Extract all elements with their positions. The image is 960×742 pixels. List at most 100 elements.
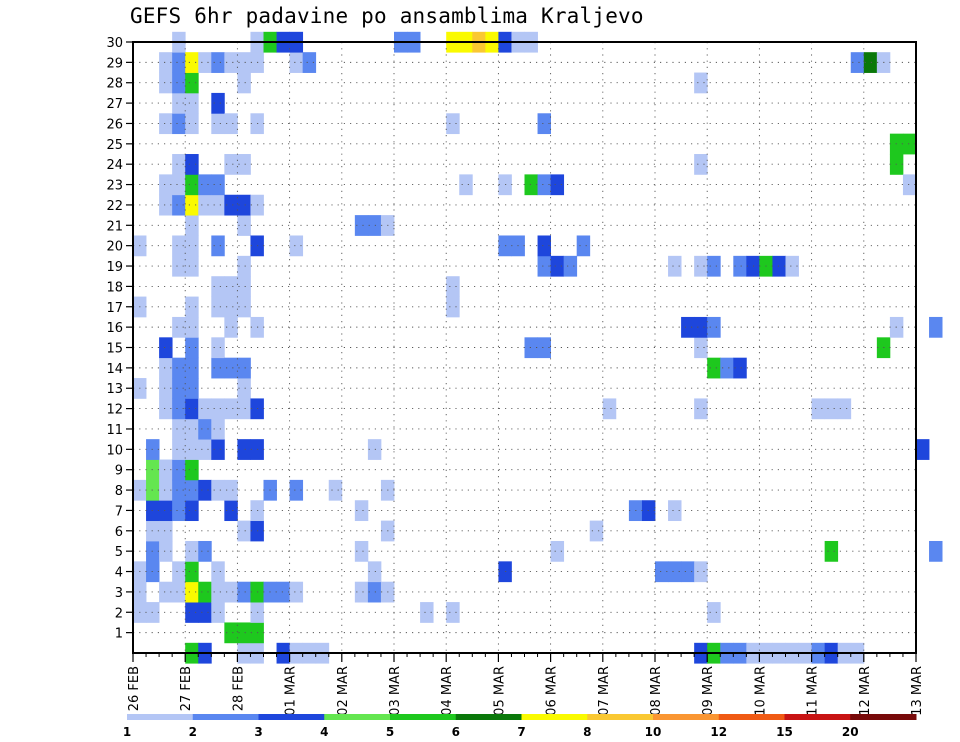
- heatmap-cell: [563, 255, 578, 277]
- y-tick-label: 8: [115, 484, 123, 499]
- x-tick-label: 12 MAR: [858, 666, 873, 716]
- heatmap-cell: [224, 296, 238, 318]
- heatmap-cell: [707, 316, 721, 338]
- heatmap-cell: [367, 215, 382, 236]
- heatmap-cell: [537, 113, 551, 135]
- heatmap-cell: [159, 500, 173, 522]
- heatmap-cell: [185, 418, 199, 440]
- heatmap-cell: [185, 540, 199, 562]
- heatmap-cell: [211, 561, 225, 583]
- heatmap-cell: [185, 113, 199, 135]
- heatmap-cell: [224, 316, 238, 338]
- x-tick-label: 07 MAR: [597, 666, 612, 716]
- y-tick-label: 24: [106, 158, 123, 173]
- heatmap-cell: [159, 459, 173, 481]
- heatmap-cell: [198, 439, 212, 460]
- y-tick-label: 18: [106, 280, 123, 295]
- heatmap-cell: [446, 602, 460, 623]
- heatmap-cell: [328, 479, 343, 501]
- legend-swatch: [653, 714, 720, 720]
- heatmap-cell: [733, 255, 747, 277]
- x-tick-label: 08 MAR: [649, 666, 664, 716]
- heatmap-cell: [537, 235, 551, 257]
- heatmap-cell: [185, 72, 199, 94]
- y-tick-label: 22: [106, 199, 123, 214]
- heatmap-cell: [172, 72, 186, 94]
- heatmap-cell: [446, 113, 460, 135]
- x-tick-label: 11 MAR: [806, 666, 821, 716]
- heatmap-cell: [576, 235, 591, 257]
- x-tick-label: 10 MAR: [753, 666, 768, 716]
- heatmap-cell: [172, 255, 186, 277]
- heatmap-cell: [211, 92, 225, 114]
- heatmap-cell: [537, 337, 551, 359]
- y-tick-label: 16: [106, 321, 123, 336]
- heatmap-cell: [289, 235, 304, 257]
- heatmap-cell: [237, 194, 251, 216]
- heatmap-cells: [133, 31, 943, 664]
- heatmap-cell: [237, 154, 251, 175]
- heatmap-cell: [655, 561, 669, 583]
- y-tick-label: 11: [106, 423, 123, 438]
- heatmap-cell: [289, 479, 304, 501]
- heatmap-cell: [524, 337, 538, 359]
- y-tick-label: 2: [115, 606, 123, 621]
- heatmap-cell: [694, 316, 708, 338]
- heatmap-cell: [237, 398, 251, 420]
- heatmap-cell: [185, 215, 199, 236]
- heatmap-cell: [185, 174, 199, 196]
- heatmap-cell: [354, 500, 369, 522]
- heatmap-cell: [185, 194, 199, 216]
- heatmap-cell: [172, 235, 186, 257]
- heatmap-cell: [824, 540, 839, 562]
- heatmap-cell: [211, 602, 225, 623]
- heatmap-cell: [589, 520, 604, 542]
- heatmap-cell: [172, 418, 186, 440]
- heatmap-cell: [224, 194, 238, 216]
- heatmap-cell: [850, 52, 865, 73]
- heatmap-cell: [237, 439, 251, 460]
- heatmap-cell: [668, 255, 682, 277]
- heatmap-cell: [537, 255, 551, 277]
- y-tick-label: 14: [106, 362, 123, 377]
- y-tick-label: 6: [115, 525, 123, 540]
- heatmap-cell: [224, 622, 238, 644]
- heatmap-cell: [302, 52, 317, 73]
- heatmap-cell: [694, 337, 708, 359]
- heatmap-cell: [185, 378, 199, 399]
- heatmap-cell: [159, 174, 173, 196]
- y-tick-label: 26: [106, 117, 123, 132]
- heatmap-cell: [720, 357, 734, 379]
- x-tick-label: 05 MAR: [492, 666, 507, 716]
- heatmap-cell: [159, 378, 173, 399]
- heatmap-cell: [772, 255, 786, 277]
- heatmap-cell: [211, 296, 225, 318]
- page-title: GEFS 6hr padavine po ansamblima Kraljevo: [130, 4, 644, 28]
- x-tick-label: 01 MAR: [284, 666, 299, 716]
- heatmap-cell: [289, 52, 304, 73]
- color-legend: 1 2 3 4 5 6 7 8 10 12 15 20: [123, 714, 917, 739]
- legend-swatch: [521, 714, 588, 720]
- legend-swatch: [192, 714, 259, 720]
- y-tick-label: 27: [106, 97, 123, 112]
- heatmap-cell: [237, 255, 251, 277]
- legend-swatch: [258, 714, 325, 720]
- heatmap-cell: [172, 194, 186, 216]
- heatmap-cell: [159, 520, 173, 542]
- legend-label: 8: [583, 725, 591, 739]
- heatmap-cell: [420, 602, 434, 623]
- heatmap-cell: [459, 174, 473, 196]
- heatmap-cell: [198, 174, 212, 196]
- heatmap-cell: [276, 581, 290, 603]
- heatmap-cell: [198, 194, 212, 216]
- heatmap-cell: [159, 52, 173, 73]
- legend-label: 6: [452, 725, 460, 739]
- heatmap-cell: [211, 235, 225, 257]
- heatmap-cell: [733, 357, 747, 379]
- x-tick-label: 13 MAR: [910, 666, 925, 716]
- heatmap-cell: [707, 255, 721, 277]
- heatmap-cell: [211, 337, 225, 359]
- heatmap-cell: [198, 398, 212, 420]
- heatmap-cell: [694, 255, 708, 277]
